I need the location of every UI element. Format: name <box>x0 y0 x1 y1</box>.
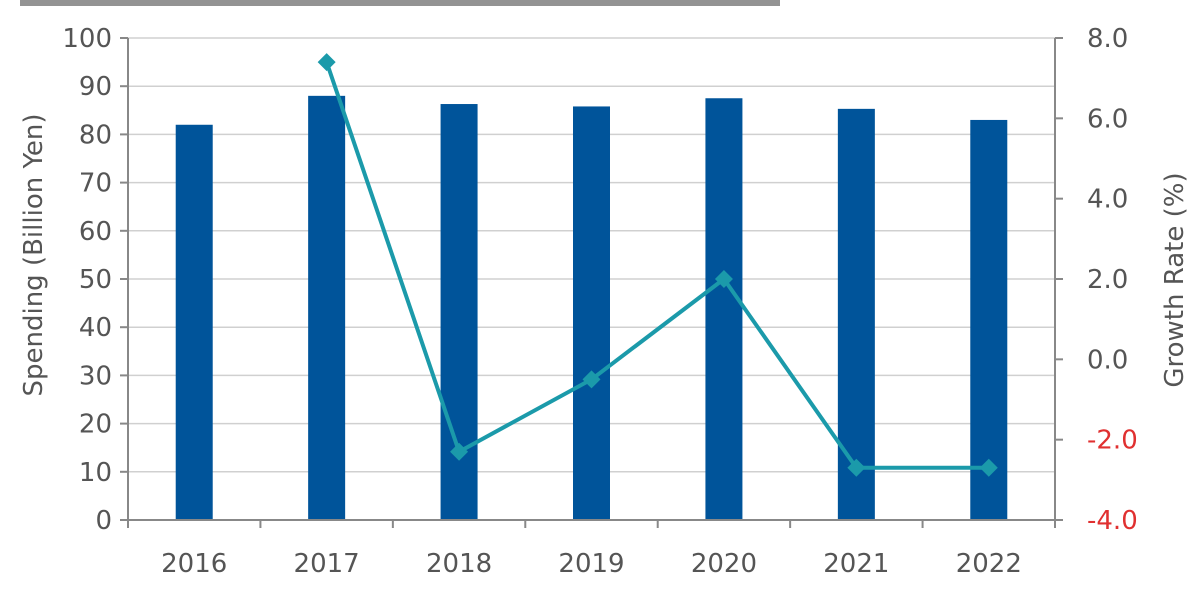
bar-2017 <box>308 95 346 520</box>
bar-2021 <box>837 108 875 520</box>
x-tick-label: 2017 <box>294 549 360 579</box>
y-tick-label: 100 <box>62 24 112 54</box>
x-tick-label: 2019 <box>558 549 624 579</box>
y-tick-label: 60 <box>79 217 112 247</box>
y2-tick-label: 2.0 <box>1087 265 1128 295</box>
y-tick-label: 40 <box>79 313 112 343</box>
bar-2016 <box>175 124 213 520</box>
y-tick-label: 10 <box>79 458 112 488</box>
y-axis-title: Spending (Billion Yen) <box>19 113 49 396</box>
bar-2022 <box>970 119 1008 520</box>
x-tick-label: 2020 <box>691 549 757 579</box>
growth-point-2017 <box>317 53 336 72</box>
y-tick-label: 50 <box>79 265 112 295</box>
y-tick-label: 80 <box>79 120 112 150</box>
bar-2019 <box>573 106 610 520</box>
x-tick-label: 2021 <box>823 549 889 579</box>
cropped-title <box>20 0 780 6</box>
x-tick-label: 2022 <box>956 549 1022 579</box>
line-series <box>317 53 998 477</box>
x-tick-label: 2018 <box>426 549 492 579</box>
y2-axis-title: Growth Rate (%) <box>1160 172 1190 387</box>
y2-tick-label: 0.0 <box>1087 345 1128 375</box>
growth-line <box>324 61 989 470</box>
growth-point-2022 <box>979 458 998 477</box>
y2-tick-label: 6.0 <box>1087 104 1128 134</box>
right-axis-ticks: -4.0 -2.0 0.0 2.0 4.0 6.0 8.0 <box>1087 24 1138 536</box>
growth-point-2018 <box>450 442 469 461</box>
y-tick-label: 30 <box>79 361 112 391</box>
x-axis-ticks: 2016 2017 2018 2019 2020 2021 2022 <box>161 549 1022 579</box>
x-tick-label: 2016 <box>161 549 227 579</box>
y-tick-label: 70 <box>79 169 112 199</box>
growth-point-2021 <box>847 458 866 477</box>
axes <box>120 37 1063 528</box>
growth-point-2020 <box>714 270 733 288</box>
y2-tick-label: 8.0 <box>1087 24 1128 54</box>
y-tick-label: 90 <box>79 72 112 102</box>
y2-tick-label: -4.0 <box>1087 506 1138 536</box>
left-axis-ticks: 0 10 20 30 40 50 60 70 80 90 100 <box>62 24 112 536</box>
y-tick-label: 20 <box>79 410 112 440</box>
y-tick-label: 0 <box>95 506 112 536</box>
y2-tick-label: -2.0 <box>1087 426 1138 456</box>
y2-tick-label: 4.0 <box>1087 185 1128 215</box>
bar-2020 <box>705 98 743 520</box>
growth-point-2019 <box>582 370 601 389</box>
bar-series <box>175 95 1008 520</box>
